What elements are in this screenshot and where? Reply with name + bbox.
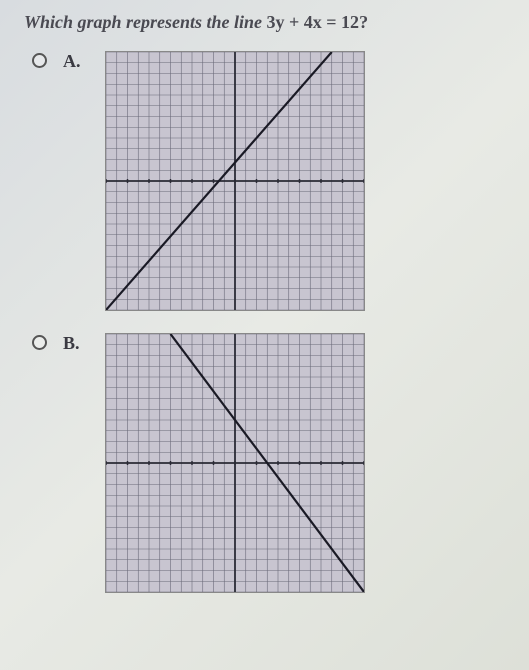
radio-b[interactable] [32,335,47,350]
question-suffix: ? [359,12,368,32]
question-prefix: Which graph represents the line [24,12,267,32]
graph-b-svg [106,334,364,592]
option-a-row: A. [32,51,509,311]
question-text: Which graph represents the line 3y + 4x … [24,12,509,33]
graph-a-svg [106,52,364,310]
graph-a [105,51,365,311]
option-b-row: B. [32,333,509,593]
option-a-label: A. [63,51,85,72]
option-b-label: B. [63,333,85,354]
question-equation: 3y + 4x = 12 [267,12,360,32]
radio-a[interactable] [32,53,47,68]
graph-b [105,333,365,593]
